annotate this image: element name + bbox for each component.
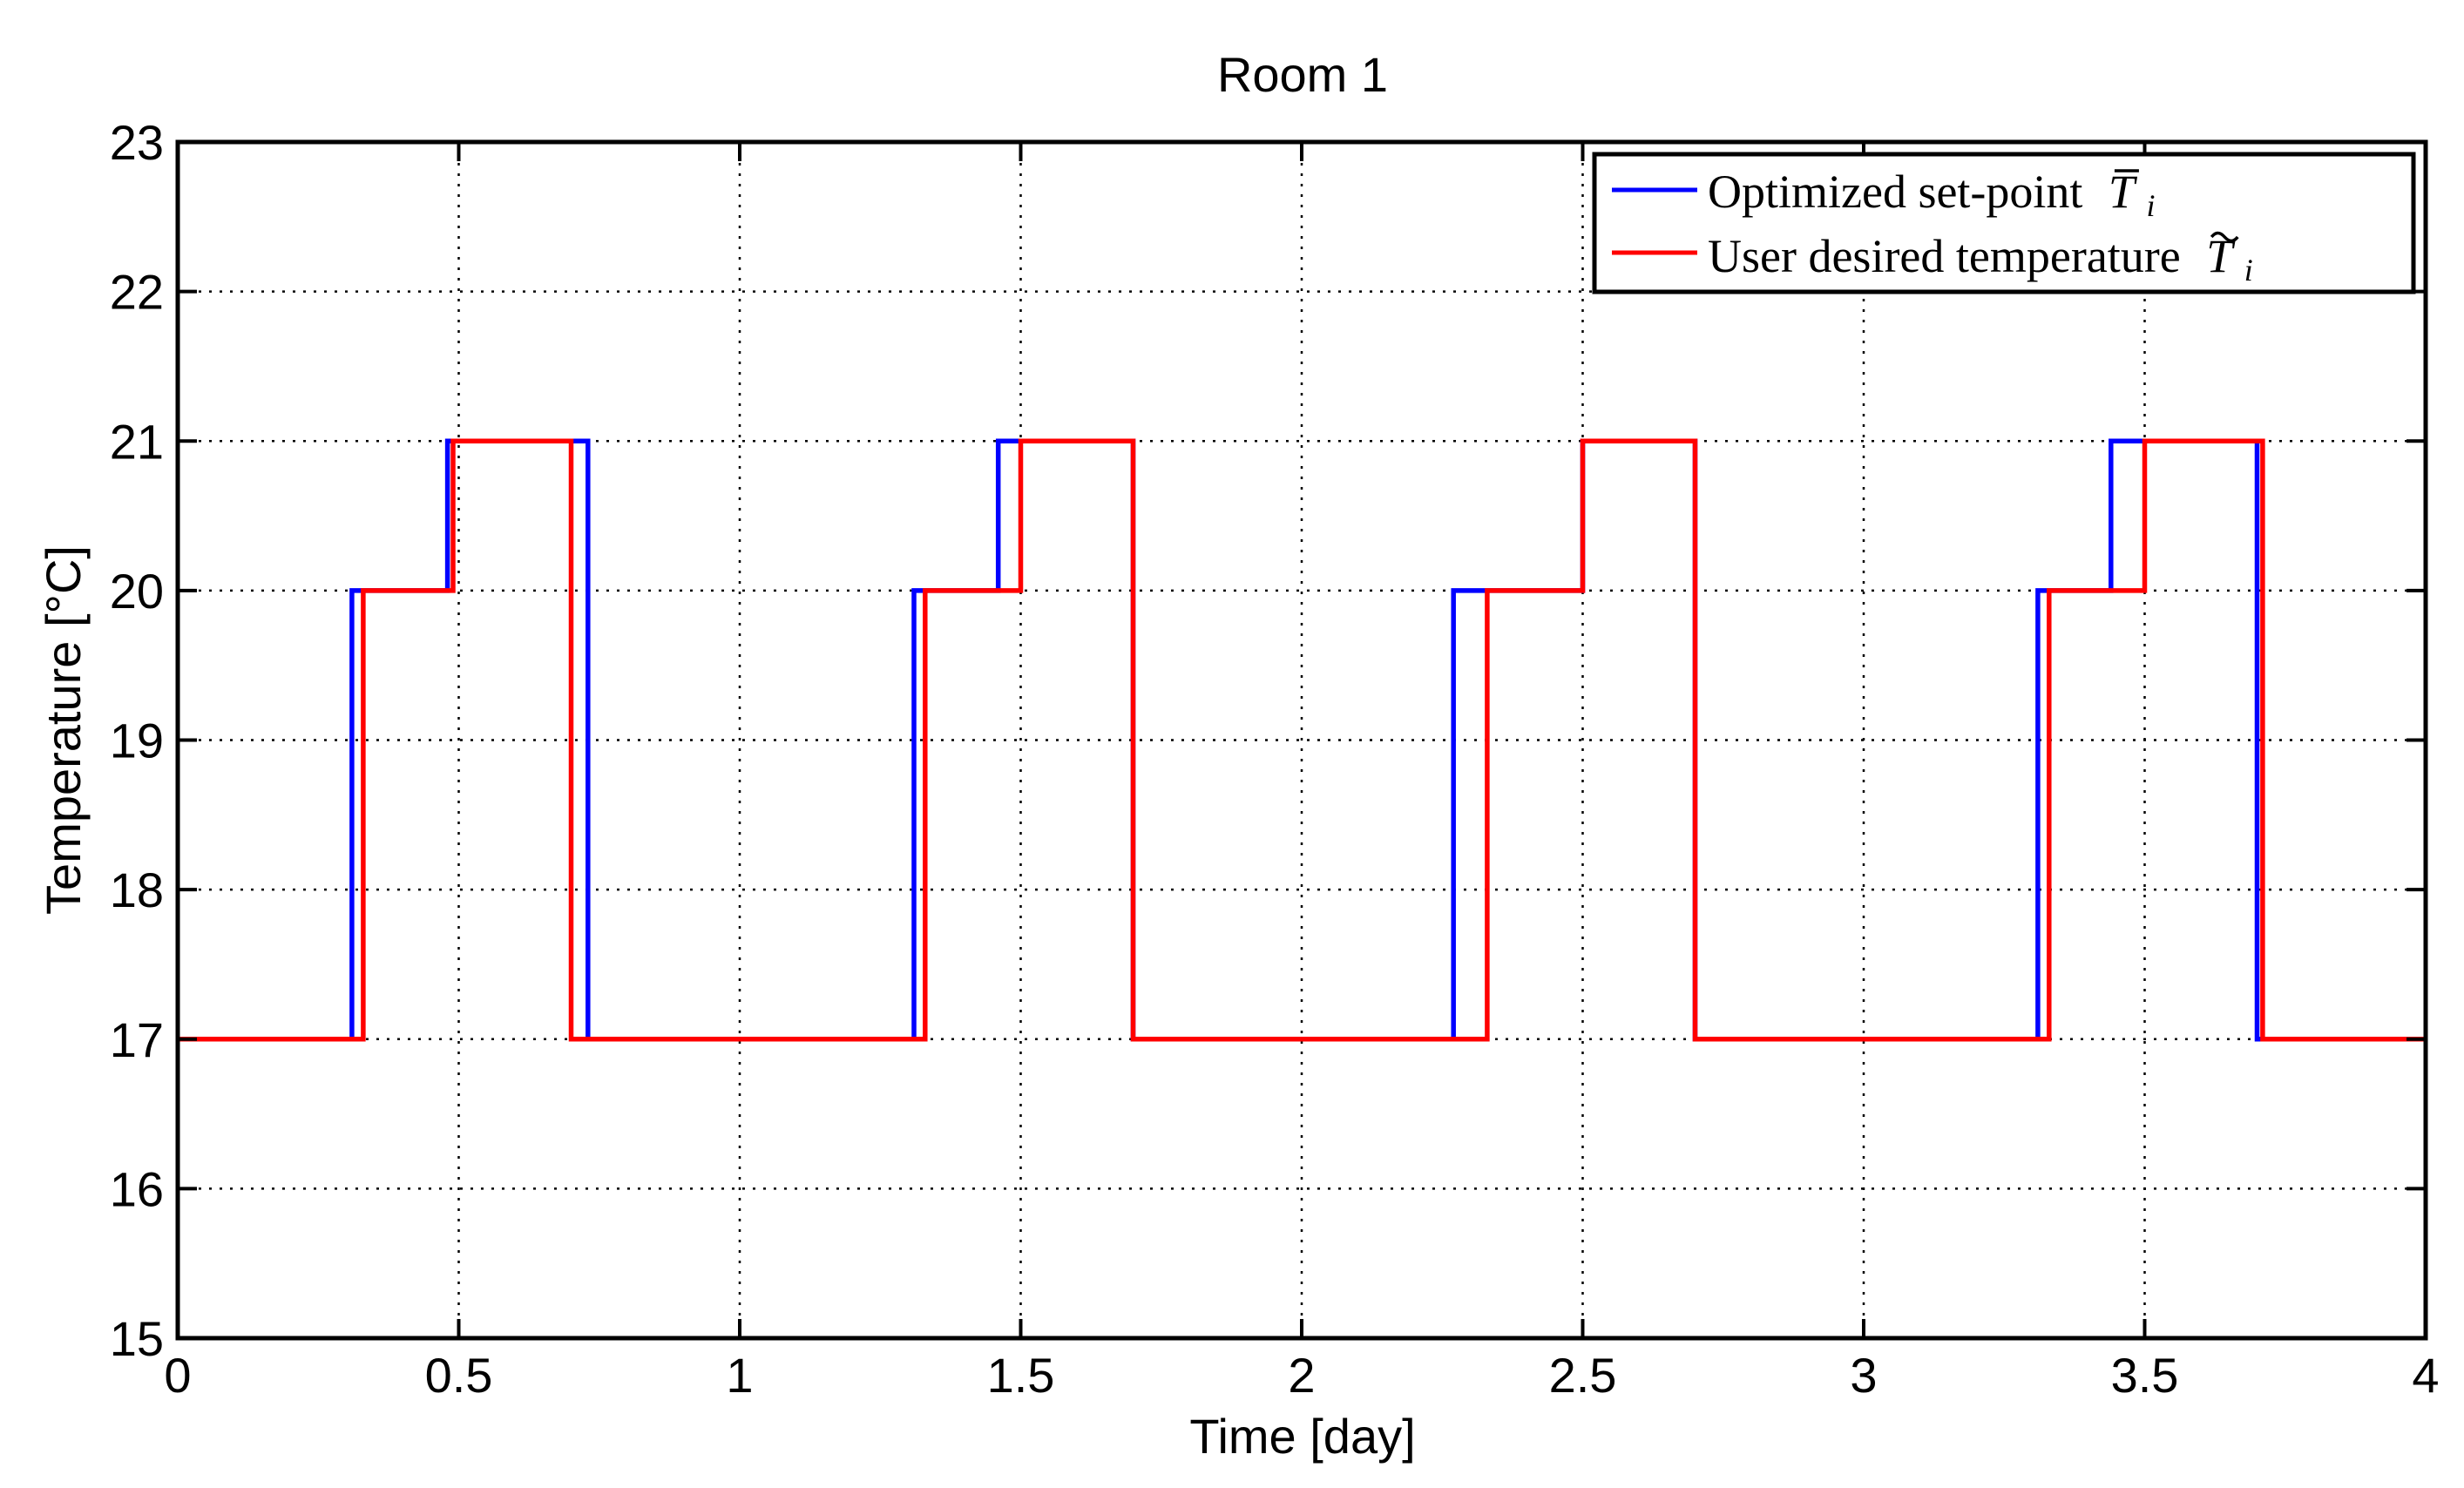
legend-symbol-user: T: [2206, 230, 2236, 282]
x-tick-label: 1: [726, 1348, 753, 1403]
legend-symbol-optimized: T: [2109, 166, 2138, 218]
legend-name-user: User desired temperature: [1708, 230, 2181, 282]
x-tick-label: 1.5: [987, 1348, 1055, 1403]
x-axis-label: Time [day]: [1189, 1409, 1415, 1464]
axis-ticks: [176, 140, 2427, 1340]
series-lines: [178, 438, 2426, 1042]
legend-name-optimized: Optimized set-point: [1708, 166, 2082, 218]
x-tick-label: 2.5: [1549, 1348, 1617, 1403]
y-tick-label: 17: [110, 1012, 164, 1067]
x-tick-label: 3: [1850, 1348, 1877, 1403]
y-tick-label: 22: [110, 265, 164, 320]
y-tick-label: 15: [110, 1311, 164, 1366]
tilde-accent-icon: [2210, 231, 2239, 243]
grid: [178, 142, 2426, 1338]
chart-title: Room 1: [1217, 47, 1388, 102]
y-tick-label: 23: [110, 115, 164, 170]
x-tick-label: 4: [2412, 1348, 2439, 1403]
y-tick-label: 16: [110, 1161, 164, 1216]
y-tick-label: 19: [110, 714, 164, 768]
y-tick-label: 20: [110, 564, 164, 619]
y-tick-labels: 15 16 17 18 19 20 21 22 23: [110, 115, 164, 1366]
legend-subscript-user: i: [2244, 253, 2253, 287]
x-tick-label: 0.5: [425, 1348, 493, 1403]
x-tick-labels: 0 0.5 1 1.5 2 2.5 3 3.5 4: [164, 1348, 2439, 1403]
legend-label-user: User desired temperature T i: [1708, 230, 2253, 287]
legend-subscript-optimized: i: [2146, 188, 2155, 223]
x-tick-label: 3.5: [2111, 1348, 2179, 1403]
y-tick-label: 18: [110, 862, 164, 917]
legend-label-optimized: Optimized set-point T i: [1708, 166, 2155, 223]
x-tick-label: 2: [1288, 1348, 1315, 1403]
user-desired-temperature-line: [178, 438, 2426, 1042]
y-axis-label: Temperature [°C]: [36, 545, 91, 915]
x-tick-label: 0: [164, 1348, 191, 1403]
legend: Optimized set-point T i User desired tem…: [1592, 152, 2416, 294]
y-tick-label: 21: [110, 414, 164, 469]
legend-box: [1592, 152, 2416, 294]
